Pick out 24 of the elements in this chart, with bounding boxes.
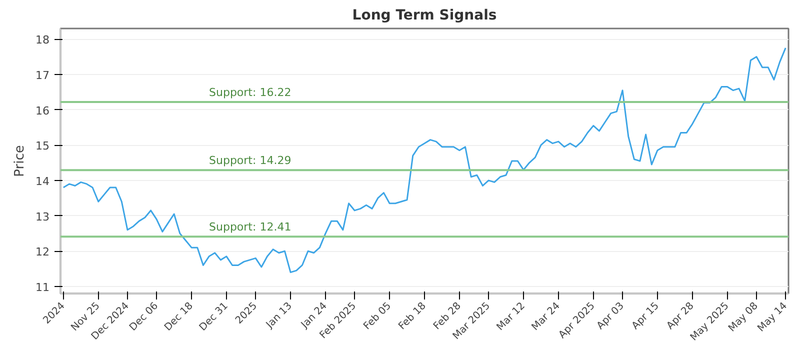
x-tick-label: Jan 13: [264, 300, 294, 332]
x-tick-label: Dec 18: [162, 300, 196, 334]
ref-line-label: Support: 14.29: [209, 154, 292, 168]
x-tick-label: Apr 15: [630, 300, 662, 332]
y-tick-label: 15: [36, 140, 50, 153]
x-tick-label: Dec 06: [128, 300, 160, 334]
y-tick-label: 11: [36, 280, 50, 294]
ref-line-label: Support: 12.41: [209, 220, 292, 234]
x-tick-label: Dec 31: [198, 300, 230, 334]
x-tick-label: Apr 03: [595, 300, 626, 332]
y-tick-label: 13: [36, 210, 50, 224]
line-series: [62, 47, 786, 274]
y-tick-label: 12: [36, 246, 50, 259]
y-tick-label: 18: [36, 34, 50, 47]
y-tick-label: 17: [36, 68, 50, 82]
y-tick-label: 14: [36, 174, 50, 188]
x-tick-label: Mar 12: [495, 300, 528, 333]
chart-title: Long Term Signals: [352, 8, 497, 24]
x-tick-label: Feb 18: [396, 300, 428, 332]
x-tick-label: Apr 28: [665, 300, 696, 332]
ref-line-label: Support: 16.22: [209, 86, 292, 99]
y-axis-title: Price: [12, 145, 28, 177]
y-tick-label: 16: [36, 104, 50, 118]
x-tick-label: Feb 05: [362, 300, 394, 332]
